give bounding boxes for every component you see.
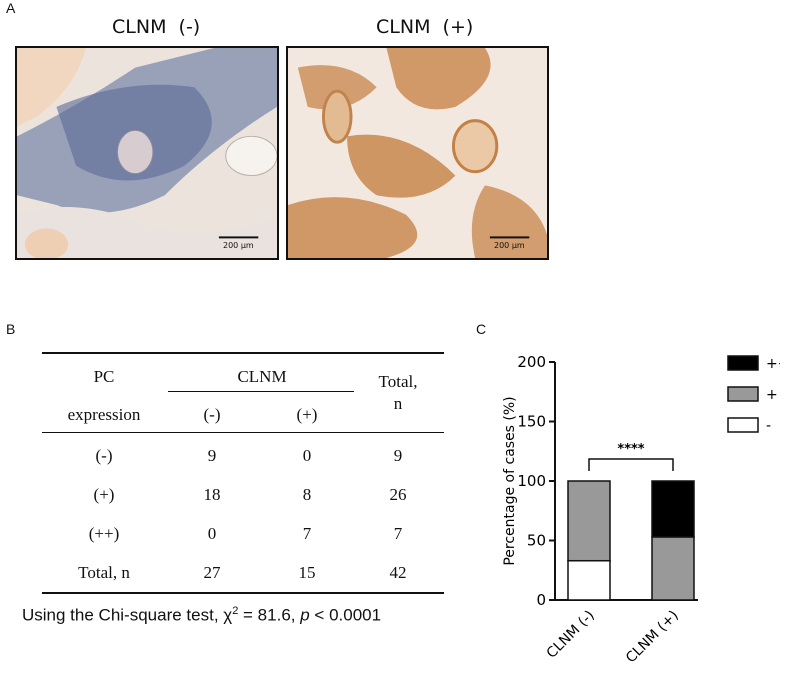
header-clnm: CLNM [237, 367, 287, 386]
row-strong-label: (++) [88, 524, 120, 543]
header-total-line2: n [393, 394, 403, 413]
header-expression: expression [67, 405, 141, 424]
y-tick-label-3: 150 [517, 413, 546, 431]
bar-0-segment-0 [567, 559, 611, 601]
micrograph-clnm-negative [15, 46, 279, 260]
stat-prefix: Using the Chi-square test, χ [22, 605, 233, 625]
legend-label-0: ++ [766, 356, 780, 372]
chi-square-statement: Using the Chi-square test, χ2 = 81.6, p … [22, 605, 381, 626]
panel-b-letter: B [6, 321, 16, 337]
row-total-clnm-pos: 15 [298, 563, 316, 582]
legend-label-1: + [766, 387, 778, 403]
stat-p: p [300, 605, 310, 625]
panel-a-title-positive: CLNM (+) [376, 16, 474, 38]
significance-label: **** [617, 442, 644, 457]
row-strong-total: 7 [393, 524, 403, 543]
y-tick-label-4: 200 [517, 353, 546, 371]
table-bottom-rule [42, 592, 444, 594]
scalebar-label-negative: 200 µm [223, 241, 254, 250]
panel-a-title-negative: CLNM (-) [112, 16, 201, 38]
table-top-rule [42, 352, 444, 354]
legend-swatch-1 [727, 386, 759, 402]
y-tick-label-0: 0 [536, 591, 546, 609]
bar-0-segment-1 [567, 480, 611, 562]
header-clnm-negative: (-) [203, 405, 221, 424]
stat-suffix: < 0.0001 [309, 605, 382, 625]
row-positive-total: 26 [389, 485, 407, 504]
stat-middle: = 81.6, [238, 605, 301, 625]
contingency-table: PC expression CLNM (-) (+) Total, n (-) … [42, 352, 444, 594]
row-total-clnm-neg: 27 [203, 563, 221, 582]
significance-bracket [588, 458, 674, 471]
header-clnm-positive: (+) [296, 405, 318, 424]
panel-a-letter: A [6, 0, 16, 16]
row-total-total: 42 [389, 563, 407, 582]
y-tick-label-1: 50 [527, 532, 546, 550]
legend-label-2: - [766, 418, 771, 434]
x-tick-label-0: CLNM (-) [544, 608, 598, 662]
table-clnm-rule [168, 391, 354, 392]
row-positive-clnm-pos: 8 [302, 485, 312, 504]
legend-swatch-0 [727, 355, 759, 371]
legend-swatch-2 [727, 417, 759, 433]
y-tick-label-2: 100 [517, 472, 546, 490]
row-strong-clnm-pos: 7 [302, 524, 312, 543]
scalebar-label-positive: 200 µm [494, 241, 525, 250]
panel-c-letter: C [476, 321, 487, 337]
table-header-rule [42, 432, 444, 433]
bar-1-segment-2 [651, 480, 695, 538]
row-positive-clnm-neg: 18 [203, 485, 221, 504]
stacked-bar-chart: 0 50 100 150 200 Percentage of cases (%) CLNM … [502, 353, 780, 667]
row-negative-total: 9 [393, 446, 403, 465]
x-tick-label-1: CLNM (+) [623, 608, 682, 667]
row-positive-label: (+) [93, 485, 115, 504]
y-axis-label: Percentage of cases (%) [502, 396, 518, 565]
micrograph-clnm-positive [286, 46, 549, 260]
header-total-line1: Total, [378, 372, 418, 391]
stat-superscript: 2 [232, 605, 239, 617]
row-negative-clnm-pos: 0 [302, 446, 312, 465]
bar-1-segment-1 [651, 536, 695, 601]
row-negative-clnm-neg: 9 [207, 446, 217, 465]
row-total-label: Total, n [78, 563, 130, 582]
row-strong-clnm-neg: 0 [207, 524, 217, 543]
row-negative-label: (-) [95, 446, 113, 465]
header-pc: PC [93, 367, 115, 386]
